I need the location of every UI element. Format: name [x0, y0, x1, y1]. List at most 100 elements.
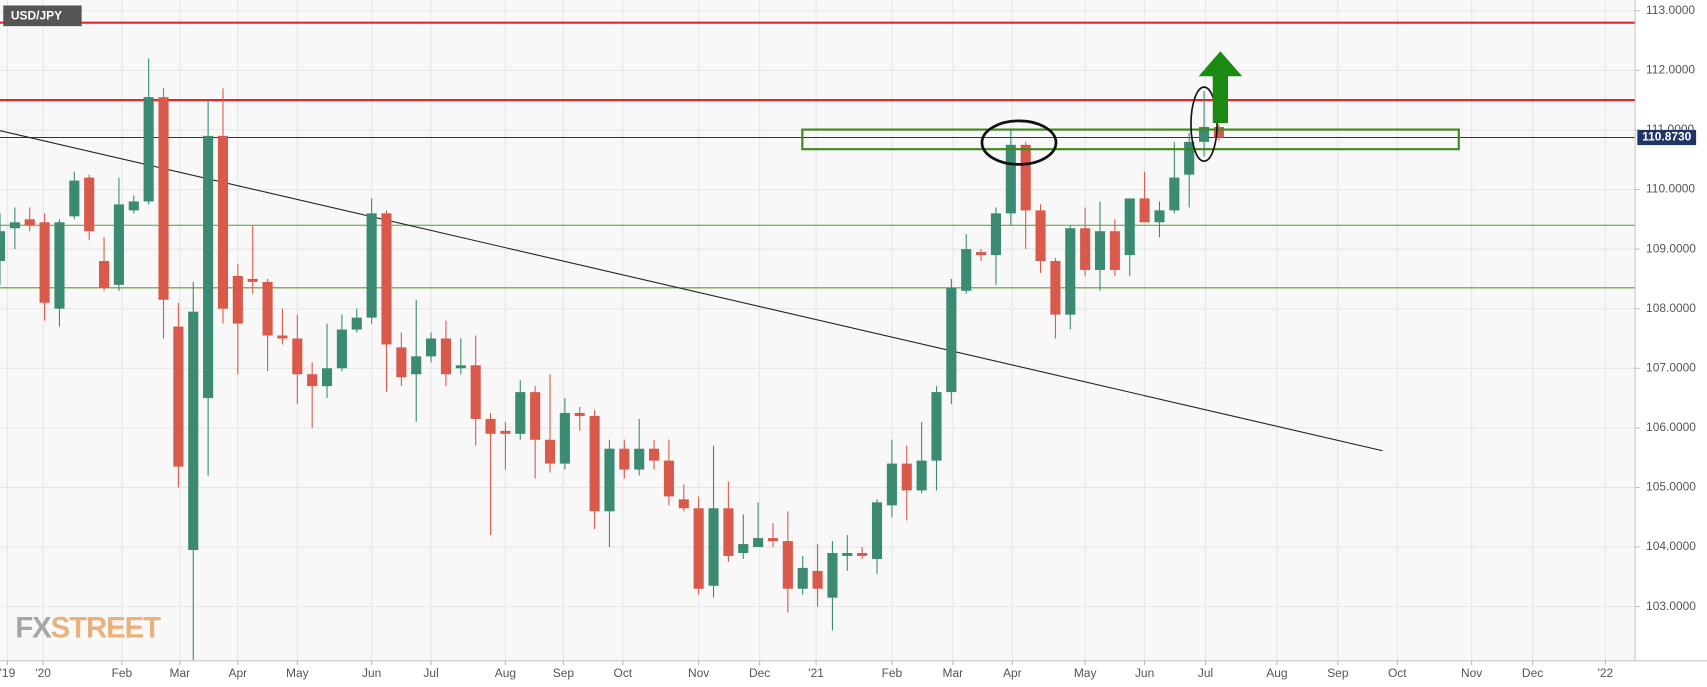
candle-body — [381, 213, 392, 345]
x-tick-label: Oct — [614, 666, 633, 680]
x-tick-label: Nov — [688, 666, 709, 680]
candle-body — [574, 412, 585, 416]
candle-body — [1065, 228, 1076, 315]
candle-body — [886, 463, 897, 506]
candle-body — [39, 222, 50, 303]
highlight-ellipse — [980, 119, 1058, 166]
candle-body — [307, 374, 318, 387]
watermark-fx: FX — [15, 611, 52, 644]
y-tick-label: 109.0000 — [1646, 241, 1696, 255]
candle-body — [708, 508, 719, 586]
candle-body — [663, 460, 674, 497]
candle-body — [426, 338, 437, 357]
candle-body — [217, 135, 229, 309]
candle-body — [515, 392, 526, 434]
candle-body — [842, 552, 853, 556]
candle-body — [693, 508, 704, 589]
candles — [0, 58, 1224, 661]
candle-body — [262, 281, 273, 336]
candle-body — [797, 567, 808, 589]
x-tick-label: Sep — [1327, 666, 1349, 680]
candle-body — [976, 252, 987, 256]
candle-body — [961, 249, 972, 291]
candle-body — [812, 570, 823, 589]
candle-body — [857, 552, 868, 556]
x-tick-label: Aug — [1266, 666, 1287, 680]
x-tick-label: Aug — [495, 666, 516, 680]
x-tick-label: May — [286, 666, 309, 680]
candle-body — [678, 499, 689, 509]
y-tick-label: 105.0000 — [1646, 480, 1696, 494]
candle-body — [203, 135, 214, 399]
x-tick-label: Sep — [553, 666, 575, 680]
candle-body — [544, 439, 556, 464]
y-tick-label: 110.0000 — [1646, 182, 1695, 196]
candle-body — [277, 335, 288, 339]
y-tick-label: 103.0000 — [1646, 599, 1696, 613]
candle-body — [69, 180, 80, 217]
x-tick-label: Mar — [943, 666, 964, 680]
candle-body — [84, 177, 95, 232]
candle-body — [1199, 126, 1210, 142]
candle-body — [500, 430, 511, 434]
candle-body — [871, 502, 883, 559]
y-tick-label: 113.0000 — [1646, 3, 1695, 17]
candle-body — [1035, 210, 1046, 262]
candle-body — [247, 278, 258, 282]
candle-body — [188, 311, 199, 551]
candle-body — [767, 538, 779, 542]
candle-body — [366, 213, 377, 318]
watermark-street: STREET — [51, 611, 161, 644]
x-tick-label: Oct — [1388, 666, 1407, 680]
y-tick-label: 108.0000 — [1646, 301, 1696, 315]
candle-body — [723, 508, 734, 556]
candle-body — [530, 392, 541, 440]
levels — [0, 21, 1636, 289]
x-tick-label: Apr — [229, 666, 248, 680]
candle-body — [1139, 198, 1150, 223]
candle-body — [901, 463, 912, 491]
x-tick-label: '21 — [808, 666, 824, 680]
candle-body — [1169, 177, 1180, 211]
candle-body — [1050, 261, 1061, 315]
candle-body — [1005, 144, 1016, 214]
candle-body — [411, 356, 422, 375]
candle-body — [1109, 231, 1120, 270]
x-tick-label: '20 — [35, 666, 51, 680]
candle-body — [990, 213, 1002, 256]
resistance-zone — [801, 128, 1460, 151]
x-tick-label: Feb — [112, 666, 133, 680]
candle-body — [1184, 141, 1195, 175]
candle-body — [24, 219, 35, 226]
candle-body — [559, 412, 570, 464]
trend-line — [0, 130, 1383, 452]
candle-body — [440, 338, 452, 375]
candle-body — [485, 418, 496, 434]
candle-body — [589, 415, 600, 512]
candle-body — [0, 231, 6, 262]
up-arrow — [1198, 51, 1243, 124]
candle-body — [321, 368, 333, 387]
candle-body — [604, 448, 615, 512]
candle-body — [158, 97, 169, 300]
candle-body — [1124, 198, 1135, 256]
y-tick-label: 106.0000 — [1646, 420, 1696, 434]
x-tick-label: Jul — [1198, 666, 1213, 680]
candle-body — [455, 365, 466, 369]
x-tick-label: Mar — [170, 666, 191, 680]
candle-body — [113, 204, 124, 285]
symbol-box — [3, 5, 82, 27]
candle-body — [1213, 126, 1224, 138]
candle-body — [619, 448, 630, 470]
candle-body — [931, 392, 942, 461]
y-tick-label: 112.0000 — [1646, 62, 1695, 76]
candle-body — [99, 261, 110, 288]
candle-body — [232, 275, 243, 324]
x-tick-label: Dec — [1522, 666, 1543, 680]
axes: 103.0000 104.0000 105.0000 106.0000 107.0000… — [0, 3, 1696, 680]
candle-body — [634, 448, 645, 470]
x-tick-label: '22 — [1598, 666, 1614, 680]
candle-body — [649, 448, 660, 461]
